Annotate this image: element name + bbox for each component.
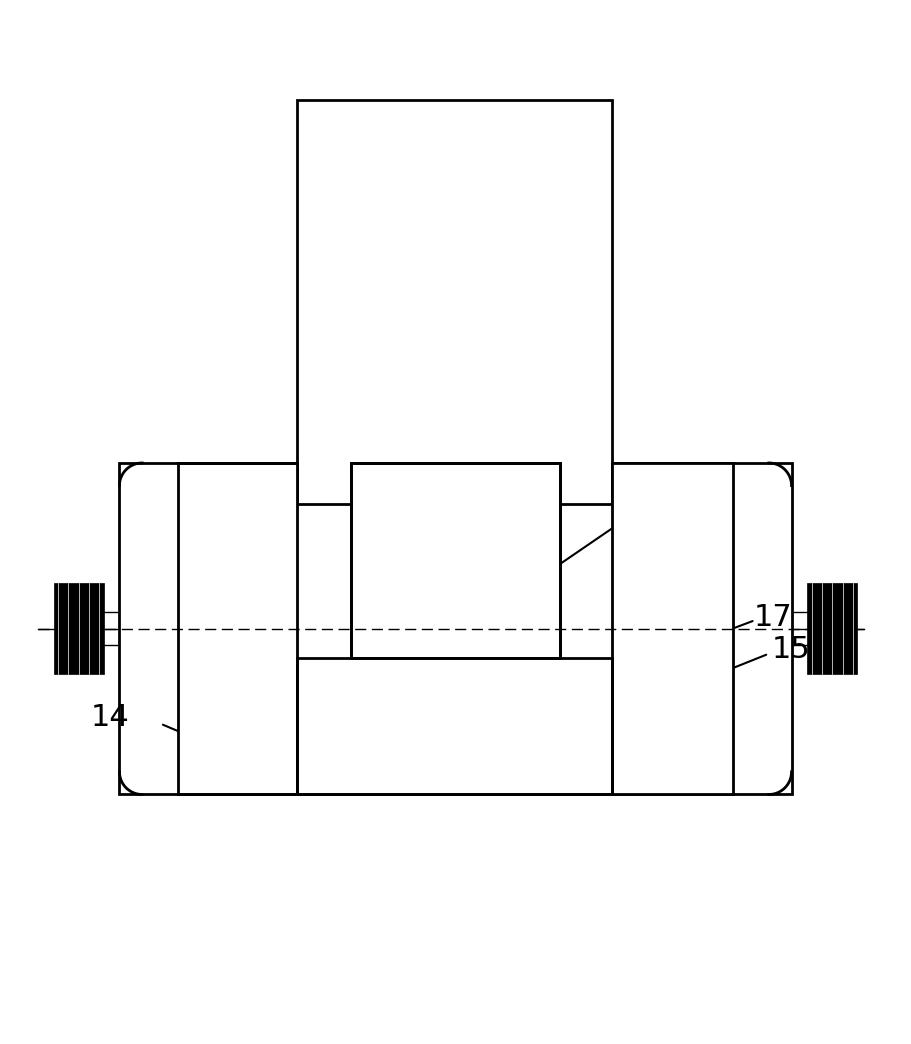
Bar [351,462,560,658]
Text: 11: 11 [636,490,675,518]
Text: 15: 15 [773,635,811,664]
Text: 14: 14 [91,703,129,732]
Bar [119,462,792,794]
Bar [297,99,611,504]
Text: 17: 17 [754,602,793,632]
Bar [807,584,857,674]
Bar [54,584,104,674]
Bar [297,658,611,794]
Bar [611,462,732,794]
Bar [179,462,297,794]
